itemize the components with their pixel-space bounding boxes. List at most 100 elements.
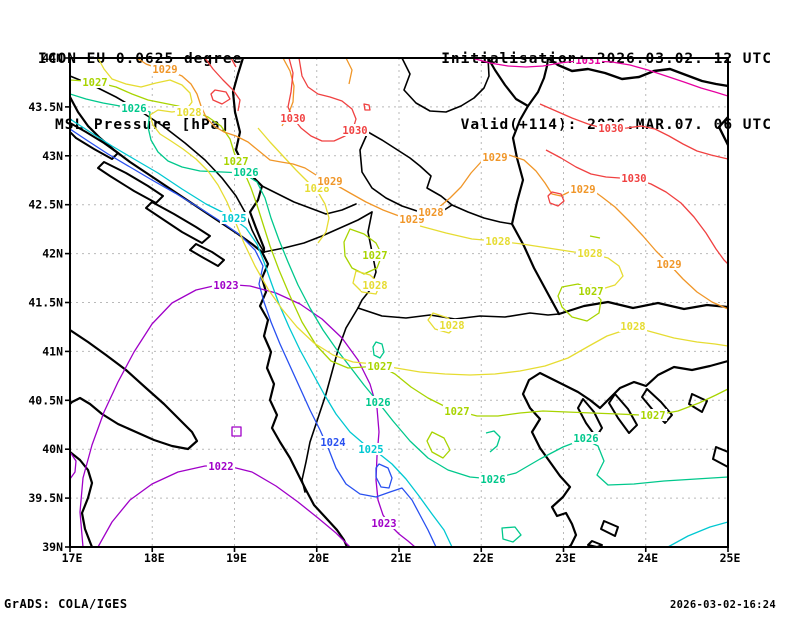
coastline <box>600 520 619 537</box>
isobar-label-mask <box>206 460 236 472</box>
x-tick-label: 23E <box>555 551 576 565</box>
isobar-value-label: 1027 <box>367 361 392 373</box>
y-tick-label: 39.5N <box>28 491 63 505</box>
isobar-label-mask <box>80 76 110 88</box>
y-tick-label: 41.5N <box>28 296 63 310</box>
isobar-1028 <box>352 270 381 295</box>
x-tick-label: 20E <box>308 551 329 565</box>
isobar-label-mask <box>573 58 603 66</box>
isobar-label-mask <box>442 405 472 417</box>
isobar-label-mask <box>478 473 508 485</box>
isobar-value-label: 1031 <box>575 55 600 67</box>
coastline <box>641 388 673 424</box>
isobar-label-mask <box>437 319 467 331</box>
isobar-1026 <box>70 93 728 486</box>
isobar-label-mask <box>219 212 249 224</box>
isobar-1024 <box>375 463 393 489</box>
isobar-value-label: 1027 <box>578 286 603 298</box>
isobar-label-mask <box>638 409 668 421</box>
coastline <box>145 201 211 244</box>
isobar-value-label: 1028 <box>485 236 510 248</box>
isobar-1027 <box>426 431 451 459</box>
isobar-label-mask <box>174 106 204 118</box>
isobar-1028 <box>97 58 728 376</box>
country-border <box>486 58 561 316</box>
y-tick-label: 44N <box>42 51 63 65</box>
country-border <box>70 75 265 253</box>
axes: 17E 18E 19E 20E 21E 22E 23E 24E 25E 39N 39.5N 40N 40… <box>28 51 740 565</box>
isobar-1029 <box>345 58 353 85</box>
x-tick-label: 25E <box>720 551 741 565</box>
isobar-label-mask <box>416 206 446 218</box>
coastline <box>577 398 603 438</box>
country-border <box>357 211 377 309</box>
isobar-1030 <box>230 58 237 68</box>
country-border <box>717 115 728 147</box>
isobar-label-mask <box>211 279 241 291</box>
country-border <box>263 211 373 253</box>
country-border <box>401 58 490 113</box>
isobar-1030 <box>204 58 241 112</box>
coastline <box>189 243 225 267</box>
isobar-1025 <box>667 521 728 547</box>
y-tick-label: 42.5N <box>28 198 63 212</box>
isobar-label-mask <box>654 258 684 270</box>
coastline <box>70 450 94 547</box>
isobar-label-mask <box>363 396 393 408</box>
isobar-label-mask <box>231 166 261 178</box>
isobar-label-mask <box>568 183 598 195</box>
coastline <box>70 95 349 547</box>
coastline <box>688 393 708 413</box>
country-border <box>546 58 728 88</box>
y-tick-label: 41N <box>42 344 63 358</box>
isobar-value-label: 1030 <box>621 173 646 185</box>
isobar-value-label: 1024 <box>320 437 345 449</box>
isobar-value-label: 1028 <box>362 280 387 292</box>
isobar-1022 <box>231 426 242 437</box>
isobar-value-label: 1026 <box>365 397 390 409</box>
y-tick-label: 40N <box>42 442 63 456</box>
isobar-label-mask <box>575 247 605 259</box>
isobar-label-mask <box>480 151 510 163</box>
coastline <box>712 446 728 468</box>
isobar-label-mask <box>221 155 251 167</box>
coastline <box>70 328 199 451</box>
isobar-label-mask <box>318 436 348 448</box>
isobar-label-mask <box>365 360 395 372</box>
isobar-value-label: 1025 <box>221 213 246 225</box>
isobar-1022 <box>70 451 77 480</box>
isobar-value-label: 1026 <box>233 167 258 179</box>
isobar-1025 <box>70 118 453 547</box>
coastline <box>608 393 638 434</box>
x-tick-label: 17E <box>62 551 83 565</box>
country-border <box>357 307 560 320</box>
isobar-1023 <box>79 283 416 547</box>
isobar-1030 <box>547 191 565 207</box>
isobar-1027 <box>343 228 383 275</box>
isobar-value-label: 1028 <box>577 248 602 260</box>
isobar-1030 <box>210 89 231 105</box>
isobar-value-label: 1027 <box>362 250 387 262</box>
x-tick-label: 22E <box>473 551 494 565</box>
isobar-label-mask <box>119 102 149 114</box>
isobar-value-label: 1023 <box>371 518 396 530</box>
grads-credit: GrADS: COLA/IGES <box>4 597 128 611</box>
isobar-value-label: 1028 <box>439 320 464 332</box>
x-tick-label: 19E <box>226 551 247 565</box>
isobar-value-label: 1029 <box>482 152 507 164</box>
isobar-value-label: 1027 <box>444 406 469 418</box>
isobar-label-mask <box>369 517 399 529</box>
isobar-value-label: 1027 <box>82 77 107 89</box>
isobar-value-label: 1030 <box>342 125 367 137</box>
isobar-value-label: 1029 <box>317 176 342 188</box>
isobar-label-mask <box>483 235 513 247</box>
y-tick-label: 42N <box>42 247 63 261</box>
isobar-label-mask <box>356 443 386 455</box>
isobar-value-label: 1028 <box>176 107 201 119</box>
isobar-label-mask <box>340 124 370 136</box>
isobar-label-mask <box>596 122 626 134</box>
isobar-1026 <box>501 526 522 543</box>
country-border <box>451 204 513 225</box>
isobar-1030 <box>363 103 371 111</box>
